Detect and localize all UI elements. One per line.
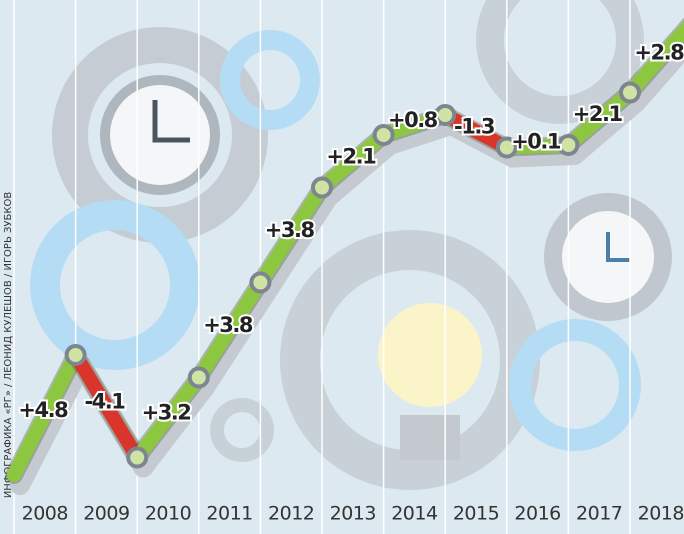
- value-label: -1.3: [454, 114, 494, 138]
- x-tick-label: 2013: [330, 503, 376, 525]
- value-label: +4.8: [18, 398, 68, 422]
- x-tick-label: 2009: [83, 503, 129, 525]
- point: [67, 346, 85, 364]
- x-tick-label: 2011: [206, 503, 252, 525]
- x-tick-label: 2017: [576, 503, 622, 525]
- x-tick-label: 2018: [638, 503, 684, 525]
- point: [190, 369, 208, 387]
- value-label: +3.8: [265, 218, 315, 242]
- value-label: +2.1: [573, 102, 623, 126]
- point: [621, 84, 639, 102]
- value-label: -4.1: [84, 389, 125, 413]
- x-tick-label: 2008: [22, 503, 68, 525]
- x-tick-label: 2016: [514, 503, 560, 525]
- value-label: +0.1: [511, 129, 561, 153]
- point: [251, 274, 269, 292]
- point: [128, 449, 146, 467]
- value-label: +0.8: [388, 108, 438, 132]
- value-label: +3.8: [203, 313, 253, 337]
- point: [559, 136, 577, 154]
- x-tick-label: 2010: [145, 503, 191, 525]
- x-tick-label: 2012: [268, 503, 314, 525]
- value-label: +2.1: [326, 144, 376, 168]
- value-label: +2.8: [634, 41, 684, 65]
- x-tick-label: 2015: [453, 503, 499, 525]
- point: [436, 106, 454, 124]
- credit: ИНФОГРАФИКА «РГ» / ЛЕОНИД КУЛЕШОВ / ИГОР…: [3, 192, 14, 498]
- value-label: +3.2: [142, 401, 191, 425]
- x-tick-label: 2014: [391, 503, 438, 525]
- chart: ИНФОГРАФИКА «РГ» / ЛЕОНИД КУЛЕШОВ / ИГОР…: [0, 0, 684, 534]
- point: [313, 179, 331, 197]
